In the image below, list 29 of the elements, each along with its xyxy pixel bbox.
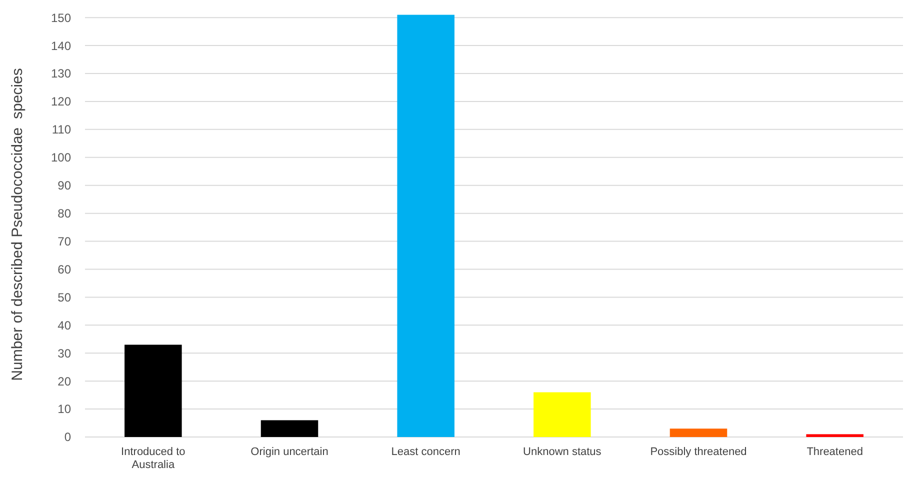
x-tick-label: Threatened bbox=[806, 446, 863, 458]
y-tick-label: 110 bbox=[52, 122, 72, 137]
bar bbox=[260, 420, 318, 437]
bar bbox=[670, 428, 728, 437]
x-tick-label: Origin uncertain bbox=[250, 446, 328, 458]
y-tick-label: 90 bbox=[58, 178, 72, 193]
y-tick-label: 40 bbox=[58, 318, 72, 332]
y-tick-label: 80 bbox=[58, 206, 72, 221]
y-tick-label: 140 bbox=[50, 38, 72, 53]
y-tick-label: 20 bbox=[58, 374, 72, 388]
y-tick-label: 150 bbox=[50, 10, 72, 25]
bar bbox=[806, 434, 864, 437]
bar bbox=[397, 14, 454, 437]
x-tick-label: Possibly threatened bbox=[650, 446, 747, 458]
y-tick-label: 0 bbox=[64, 430, 72, 444]
y-tick-label: 100 bbox=[50, 150, 72, 165]
x-tick-label: Unknown status bbox=[523, 446, 602, 458]
bar bbox=[124, 344, 182, 437]
bar bbox=[534, 392, 591, 437]
x-tick-label: Least concern bbox=[391, 446, 460, 458]
y-tick-label: 120 bbox=[50, 94, 72, 109]
x-tick-label: Introduced to Australia bbox=[121, 446, 186, 471]
y-tick-label: 30 bbox=[58, 346, 72, 360]
y-tick-label: 50 bbox=[58, 290, 72, 304]
y-axis-title: Number of described Pseudococcidae species bbox=[9, 68, 26, 381]
y-tick-label: 60 bbox=[58, 262, 72, 276]
y-tick-label: 130 bbox=[50, 66, 72, 81]
y-tick-label: 10 bbox=[58, 402, 72, 416]
y-tick-label: 70 bbox=[58, 234, 72, 248]
